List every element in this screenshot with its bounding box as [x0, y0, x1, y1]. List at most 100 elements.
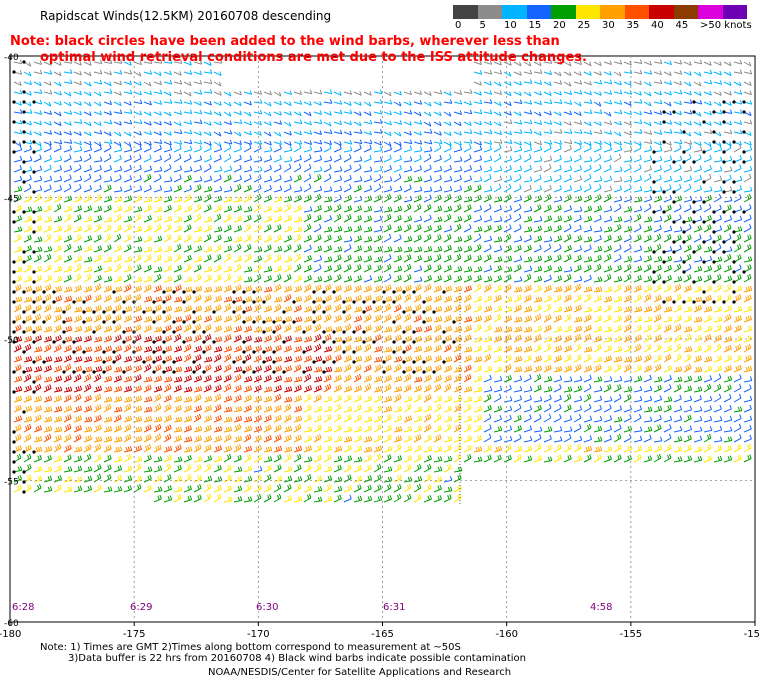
wind-barb — [303, 493, 312, 503]
wind-barb — [53, 81, 62, 87]
wind-barb — [413, 265, 423, 273]
wind-barb — [533, 426, 543, 433]
wind-barb — [743, 214, 752, 223]
wind-barb — [13, 475, 22, 483]
wind-barb — [393, 155, 402, 163]
wind-barb — [83, 71, 92, 77]
wind-barb — [103, 204, 112, 213]
wind-barb — [193, 494, 202, 503]
wind-barb — [283, 285, 293, 293]
wind-barb — [253, 144, 262, 153]
contamination-dot — [22, 210, 26, 214]
wind-barb — [263, 305, 273, 313]
wind-barb — [393, 185, 403, 193]
wind-barb — [143, 355, 153, 363]
wind-barb — [283, 121, 292, 127]
wind-barb — [383, 314, 392, 323]
wind-barb — [663, 306, 673, 313]
wind-barb — [353, 235, 362, 243]
contamination-dot — [402, 340, 406, 344]
wind-barb — [363, 215, 373, 223]
wind-barb — [363, 383, 372, 393]
wind-barb — [513, 395, 523, 403]
wind-barb — [563, 61, 572, 67]
wind-barb — [443, 423, 452, 433]
wind-barb — [563, 254, 572, 263]
contamination-dot — [252, 350, 256, 354]
wind-barb — [83, 256, 93, 263]
wind-barb — [413, 120, 423, 125]
wind-barb — [163, 79, 173, 85]
wind-barb — [163, 463, 172, 473]
wind-barb — [393, 415, 403, 423]
wind-barb — [243, 375, 253, 383]
wind-barb — [613, 433, 622, 443]
wind-barb — [203, 185, 213, 193]
wind-barb — [93, 265, 103, 273]
contamination-dot — [112, 320, 116, 324]
legend-label: 10 — [504, 20, 517, 31]
wind-barb — [303, 111, 312, 117]
wind-barb — [573, 424, 582, 433]
contamination-dot — [282, 310, 286, 314]
wind-barb — [543, 403, 552, 413]
wind-barb — [93, 91, 102, 97]
wind-barb — [573, 165, 583, 173]
wind-barb — [163, 474, 172, 483]
contamination-dot — [732, 270, 736, 274]
wind-barb — [553, 184, 562, 193]
wind-barb — [353, 245, 363, 253]
wind-barb — [203, 254, 212, 263]
wind-barb — [713, 156, 723, 163]
wind-barb — [593, 404, 602, 413]
wind-barb — [433, 494, 442, 503]
wind-barb — [643, 101, 652, 107]
wind-barb — [163, 365, 173, 373]
wind-barb — [473, 145, 483, 153]
wind-barb — [603, 155, 613, 163]
contamination-dot — [652, 180, 656, 184]
wind-barb — [83, 383, 92, 393]
wind-barb — [443, 274, 452, 283]
wind-barb — [673, 256, 683, 263]
wind-barb — [703, 141, 712, 147]
wind-barb — [303, 485, 313, 493]
wind-barb — [483, 174, 492, 183]
wind-barb — [163, 245, 173, 253]
wind-barb — [703, 315, 713, 323]
wind-barb — [743, 165, 753, 173]
contamination-dot — [332, 290, 336, 294]
wind-barb — [303, 154, 312, 163]
wind-barb — [263, 405, 273, 413]
wind-barb — [283, 101, 292, 107]
wind-barb — [703, 203, 712, 213]
wind-barb — [453, 175, 462, 183]
wind-barb — [53, 90, 62, 96]
wind-barb — [663, 164, 672, 173]
wind-barb — [43, 140, 52, 146]
wind-barb — [173, 456, 183, 463]
wind-barb — [453, 140, 462, 146]
wind-barb — [613, 223, 622, 233]
time-label: 6:29 — [130, 602, 152, 613]
contamination-dot — [712, 300, 716, 304]
wind-barb — [93, 144, 102, 153]
wind-barb — [743, 61, 752, 67]
wind-barb — [543, 413, 552, 423]
lat-labels: -40-45-50-55-60 — [4, 53, 19, 629]
wind-barb — [423, 345, 433, 353]
wind-barb — [403, 435, 413, 443]
wind-barb — [363, 275, 373, 283]
wind-barb — [163, 433, 172, 443]
wind-barb — [113, 174, 122, 183]
wind-barb — [373, 324, 382, 333]
wind-barb — [563, 433, 572, 443]
wind-barb — [83, 91, 92, 97]
wind-barb — [403, 215, 413, 223]
wind-barb — [273, 356, 283, 363]
wind-barb — [663, 90, 672, 96]
wind-barb — [723, 224, 732, 233]
wind-barb — [113, 244, 122, 253]
wind-barb — [643, 70, 653, 75]
wind-barb — [703, 375, 713, 383]
